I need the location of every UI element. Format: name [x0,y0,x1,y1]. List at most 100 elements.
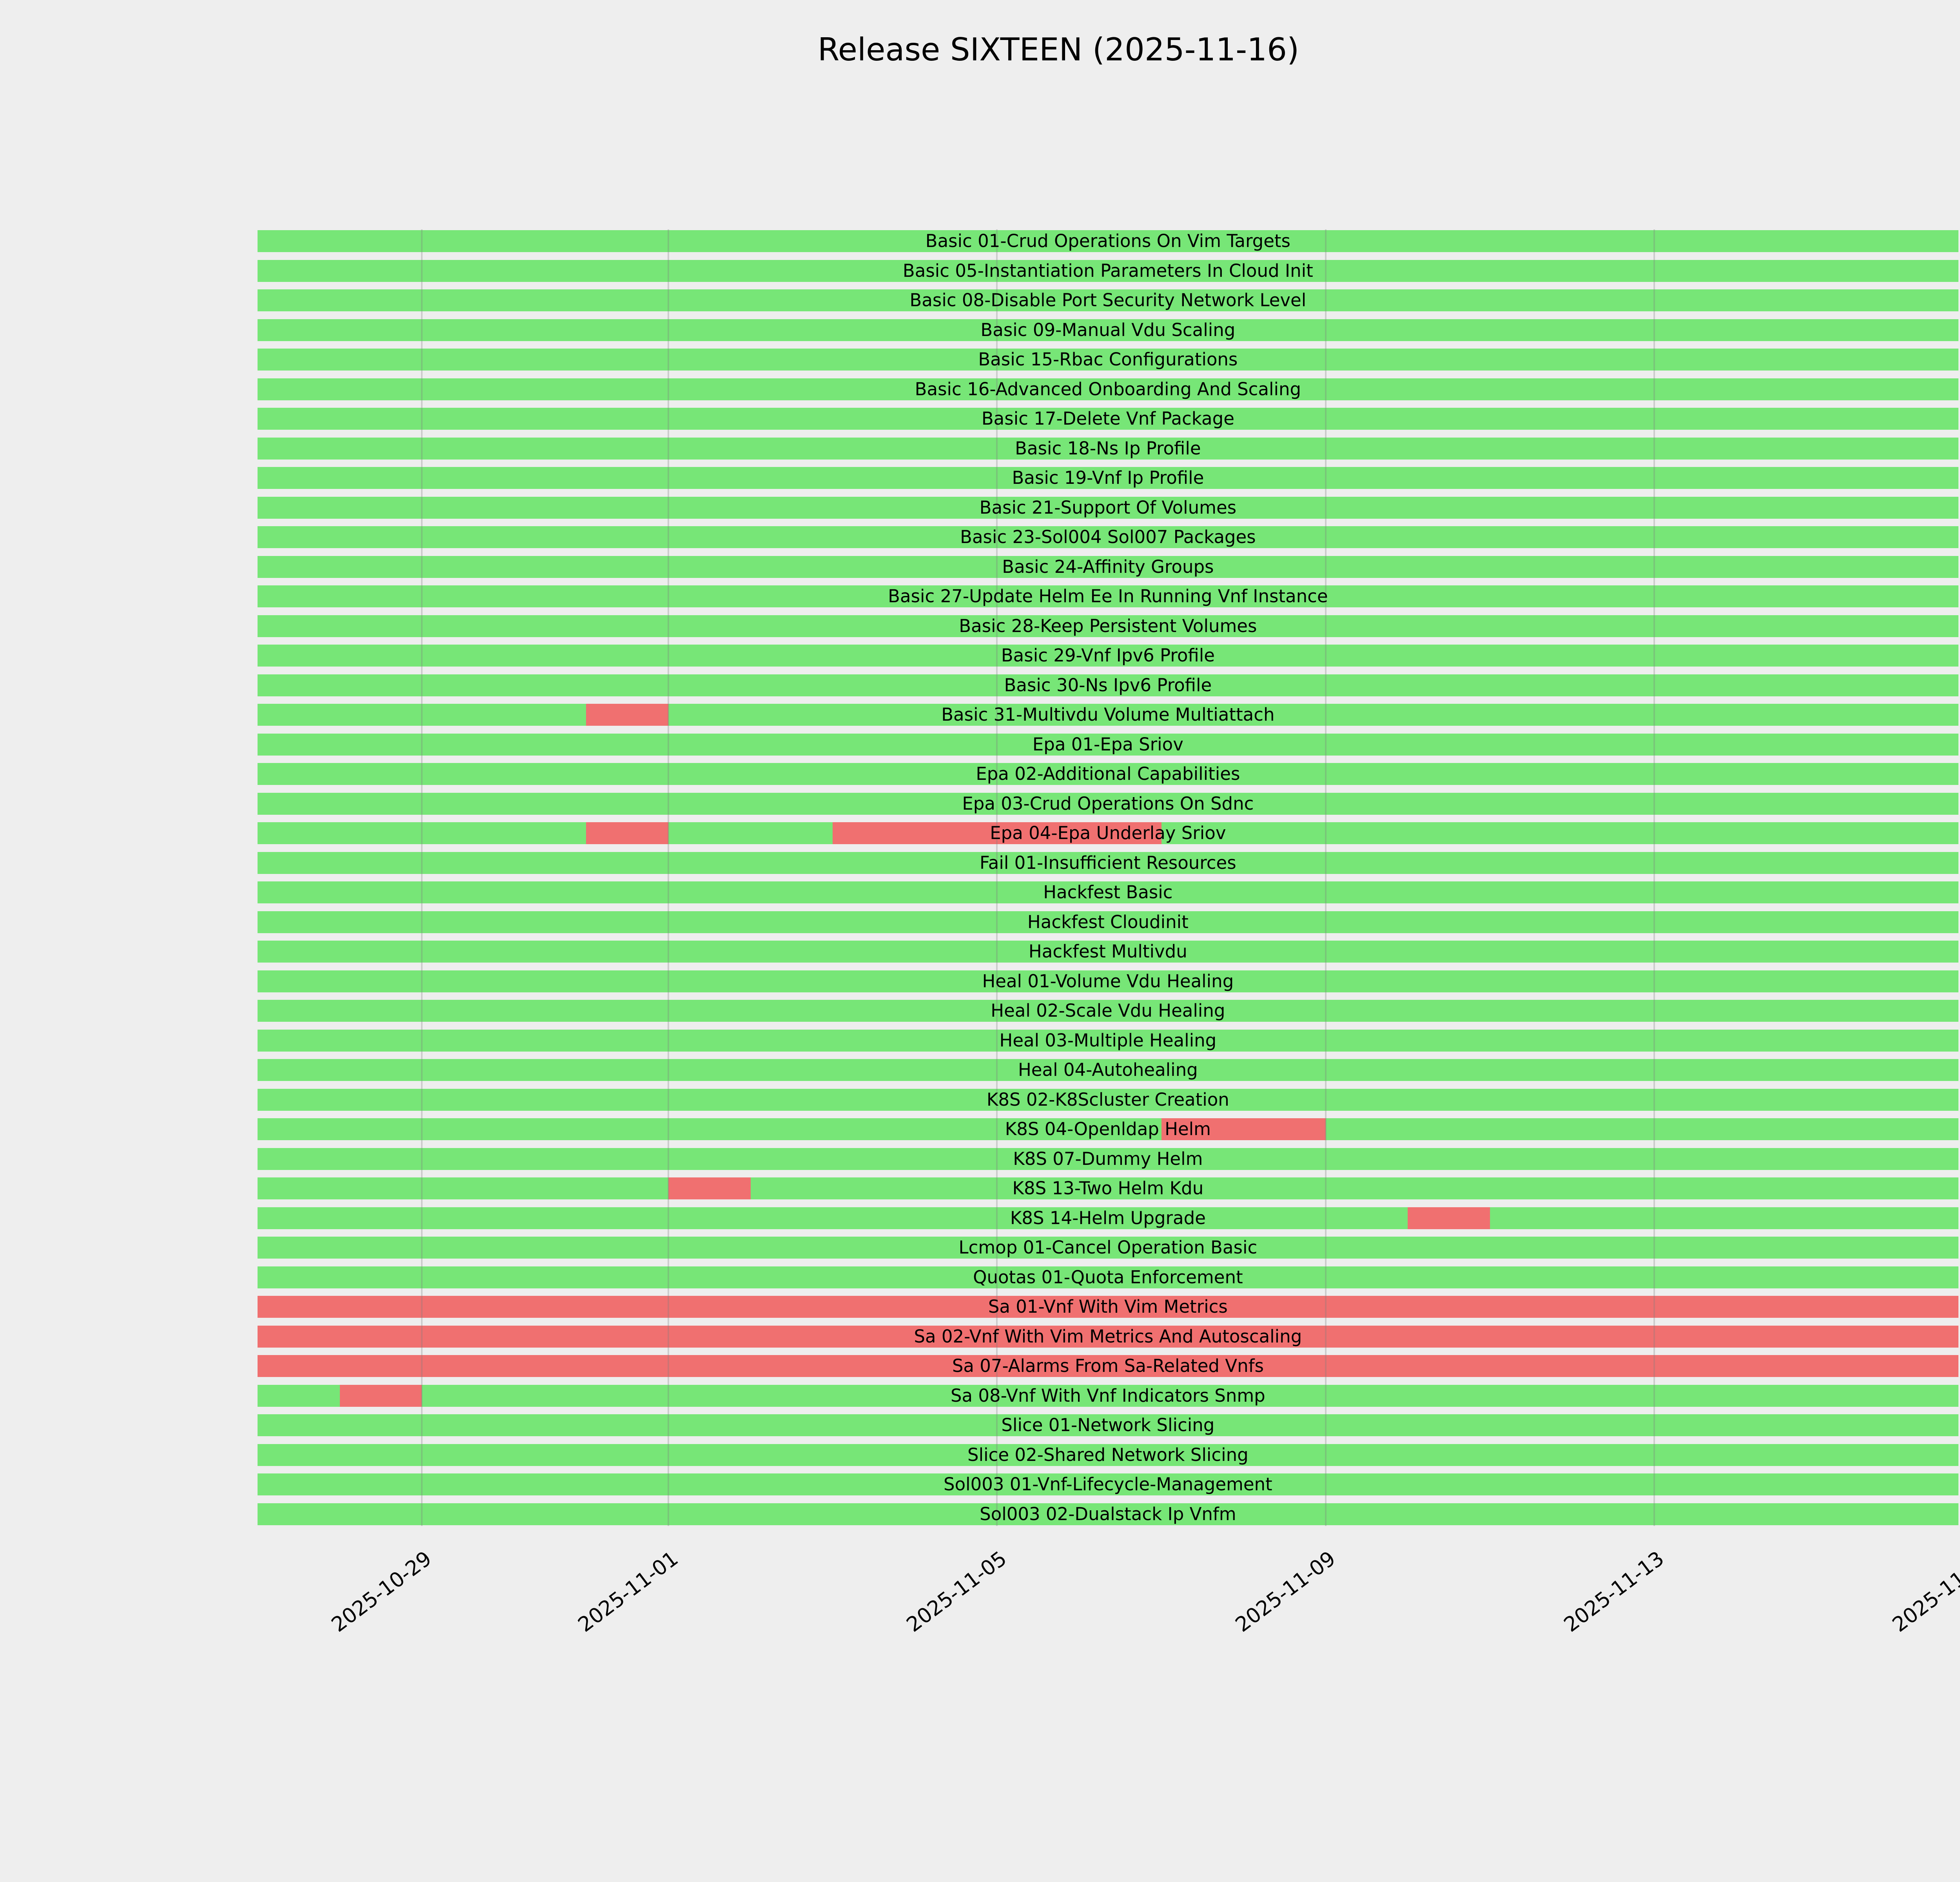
gantt-row-bar [258,763,1958,785]
gantt-row-label: Heal 03-Multiple Healing [999,1030,1217,1051]
gantt-row-label: Basic 01-Crud Operations On Vim Targets [925,231,1290,251]
gantt-row-bar [258,1088,1958,1111]
gantt-row-label: Slice 01-Network Slicing [1001,1415,1215,1435]
gantt-row-label: Epa 02-Additional Capabilities [976,763,1240,784]
gantt-row-label: Heal 01-Volume Vdu Healing [982,970,1234,992]
gantt-row-label: Sa 01-Vnf With Vim Metrics [988,1296,1228,1317]
gantt-row-bar [258,911,1958,933]
gantt-row-bar [258,1000,1958,1022]
gantt-row-bar [258,526,1958,548]
gantt-row-bar [258,941,1958,963]
gantt-row-bar [258,615,1958,637]
gantt-row-label: Sa 07-Alarms From Sa-Related Vnfs [952,1355,1264,1376]
gantt-row-label: K8S 07-Dummy Helm [1013,1148,1203,1169]
gantt-row-label: Epa 01-Epa Sriov [1032,734,1183,755]
x-tick-label: 2025-11-13 [1559,1547,1669,1637]
gantt-row-bar [258,1118,1958,1140]
gantt-row-label: Slice 02-Shared Network Slicing [967,1444,1249,1465]
gantt-row-label: Basic 24-Affinity Groups [1002,556,1214,577]
gantt-row-bar [258,645,1958,667]
gantt-row-label: Quotas 01-Quota Enforcement [973,1266,1243,1288]
gantt-row-bar [258,1237,1958,1259]
gantt-row-bar [258,437,1958,460]
x-gridline [421,229,423,1526]
gantt-row-bar [258,1148,1958,1170]
gantt-row-bar [258,408,1958,430]
gantt-row-fail-segment [339,1384,422,1407]
gantt-row-label: Basic 28-Keep Persistent Volumes [959,615,1257,636]
gantt-row-label: Basic 23-Sol004 Sol007 Packages [960,527,1256,547]
gantt-row-bar [258,970,1958,992]
gantt-row-label: Basic 18-Ns Ip Profile [1015,438,1201,459]
gantt-row-bar [258,1414,1958,1436]
gantt-row-label: K8S 14-Helm Upgrade [1010,1207,1206,1228]
gantt-row-label: Basic 31-Multivdu Volume Multiattach [941,704,1275,725]
gantt-row-bar [258,1444,1958,1466]
gantt-row-label: Hackfest Cloudinit [1027,911,1189,932]
gantt-row-fail-segment [586,822,668,844]
gantt-row-bar [258,792,1958,815]
x-gridline [668,229,669,1526]
gantt-row-label: Basic 15-Rbac Configurations [978,349,1238,370]
x-gridline [1325,229,1327,1526]
gantt-row-label: Sol003 01-Vnf-Lifecycle-Management [944,1474,1272,1495]
gantt-row-bar [258,1473,1958,1495]
gantt-row-fail-segment [258,1325,1958,1348]
gantt-row-label: Fail 01-Insufficient Resources [980,852,1236,873]
gantt-row-label: Heal 04-Autohealing [1018,1059,1198,1080]
gantt-row-bar [258,319,1958,341]
gantt-row-bar [258,289,1958,311]
gantt-row-bar [258,704,1958,726]
gantt-row-bar [258,1384,1958,1407]
gantt-row-label: Basic 05-Instantiation Parameters In Clo… [902,260,1313,281]
gantt-row-label: Epa 04-Epa Underlay Sriov [990,823,1226,843]
gantt-row-label: Basic 17-Delete Vnf Package [981,408,1234,429]
gantt-row-fail-segment [1408,1207,1490,1229]
gantt-row-label: Hackfest Basic [1043,882,1173,903]
gantt-row-bar [258,1177,1958,1199]
gantt-row-bar [258,852,1958,874]
gantt-row-bar [258,260,1958,282]
gantt-row-fail-segment [258,1296,1958,1318]
gantt-row-bar [258,378,1958,400]
gantt-row-bar [258,556,1958,578]
x-gridline [1653,229,1655,1526]
gantt-row-bar [258,1207,1958,1229]
gantt-row-bar [258,1266,1958,1288]
gantt-row-bar [258,881,1958,903]
x-tick-label: 2025-11-01 [573,1547,683,1637]
gantt-row-label: Basic 21-Support Of Volumes [979,497,1237,518]
gantt-row-label: Basic 19-Vnf Ip Profile [1012,467,1204,488]
gantt-row-fail-segment [1161,1118,1326,1140]
x-tick-label: 2025-11-05 [902,1547,1011,1637]
gantt-row-label: Hackfest Multivdu [1028,941,1187,962]
gantt-row-label: Basic 09-Manual Vdu Scaling [980,319,1236,340]
gantt-row-label: Sa 08-Vnf With Vnf Indicators Snmp [950,1385,1265,1406]
gantt-row-bar [258,585,1958,607]
gantt-row-label: K8S 02-K8Scluster Creation [986,1089,1229,1110]
gantt-row-label: Basic 16-Advanced Onboarding And Scaling [915,378,1301,400]
gantt-row-label: Sol003 02-Dualstack Ip Vnfm [980,1503,1236,1524]
gantt-row-fail-segment [668,1177,751,1199]
gantt-row-bar [258,230,1958,252]
x-tick-label: 2025-11-09 [1231,1547,1340,1637]
gantt-row-bar [258,467,1958,489]
gantt-row-bar [258,733,1958,756]
gantt-row-label: Basic 27-Update Helm Ee In Running Vnf I… [888,586,1328,607]
gantt-row-bar [258,349,1958,371]
gantt-row-fail-segment [586,704,668,726]
gantt-row-fail-segment [833,822,1161,844]
gantt-row-label: Epa 03-Crud Operations On Sdnc [962,793,1254,814]
gantt-row-label: K8S 04-Openldap Helm [1005,1119,1211,1139]
gantt-row-label: Lcmop 01-Cancel Operation Basic [958,1237,1258,1258]
gantt-row-label: Basic 30-Ns Ipv6 Profile [1004,674,1212,696]
gantt-row-label: Basic 08-Disable Port Security Network L… [909,290,1307,311]
gantt-row-bar [258,674,1958,696]
chart-title: Release SIXTEEN (2025-11-16) [817,31,1299,68]
gantt-row-bar [258,1029,1958,1052]
gantt-row-label: Basic 29-Vnf Ipv6 Profile [1001,645,1215,666]
gantt-row-bar [258,1503,1958,1525]
gantt-row-fail-segment [258,1355,1958,1377]
x-tick-label: 2025-11-17 [1888,1547,1960,1637]
